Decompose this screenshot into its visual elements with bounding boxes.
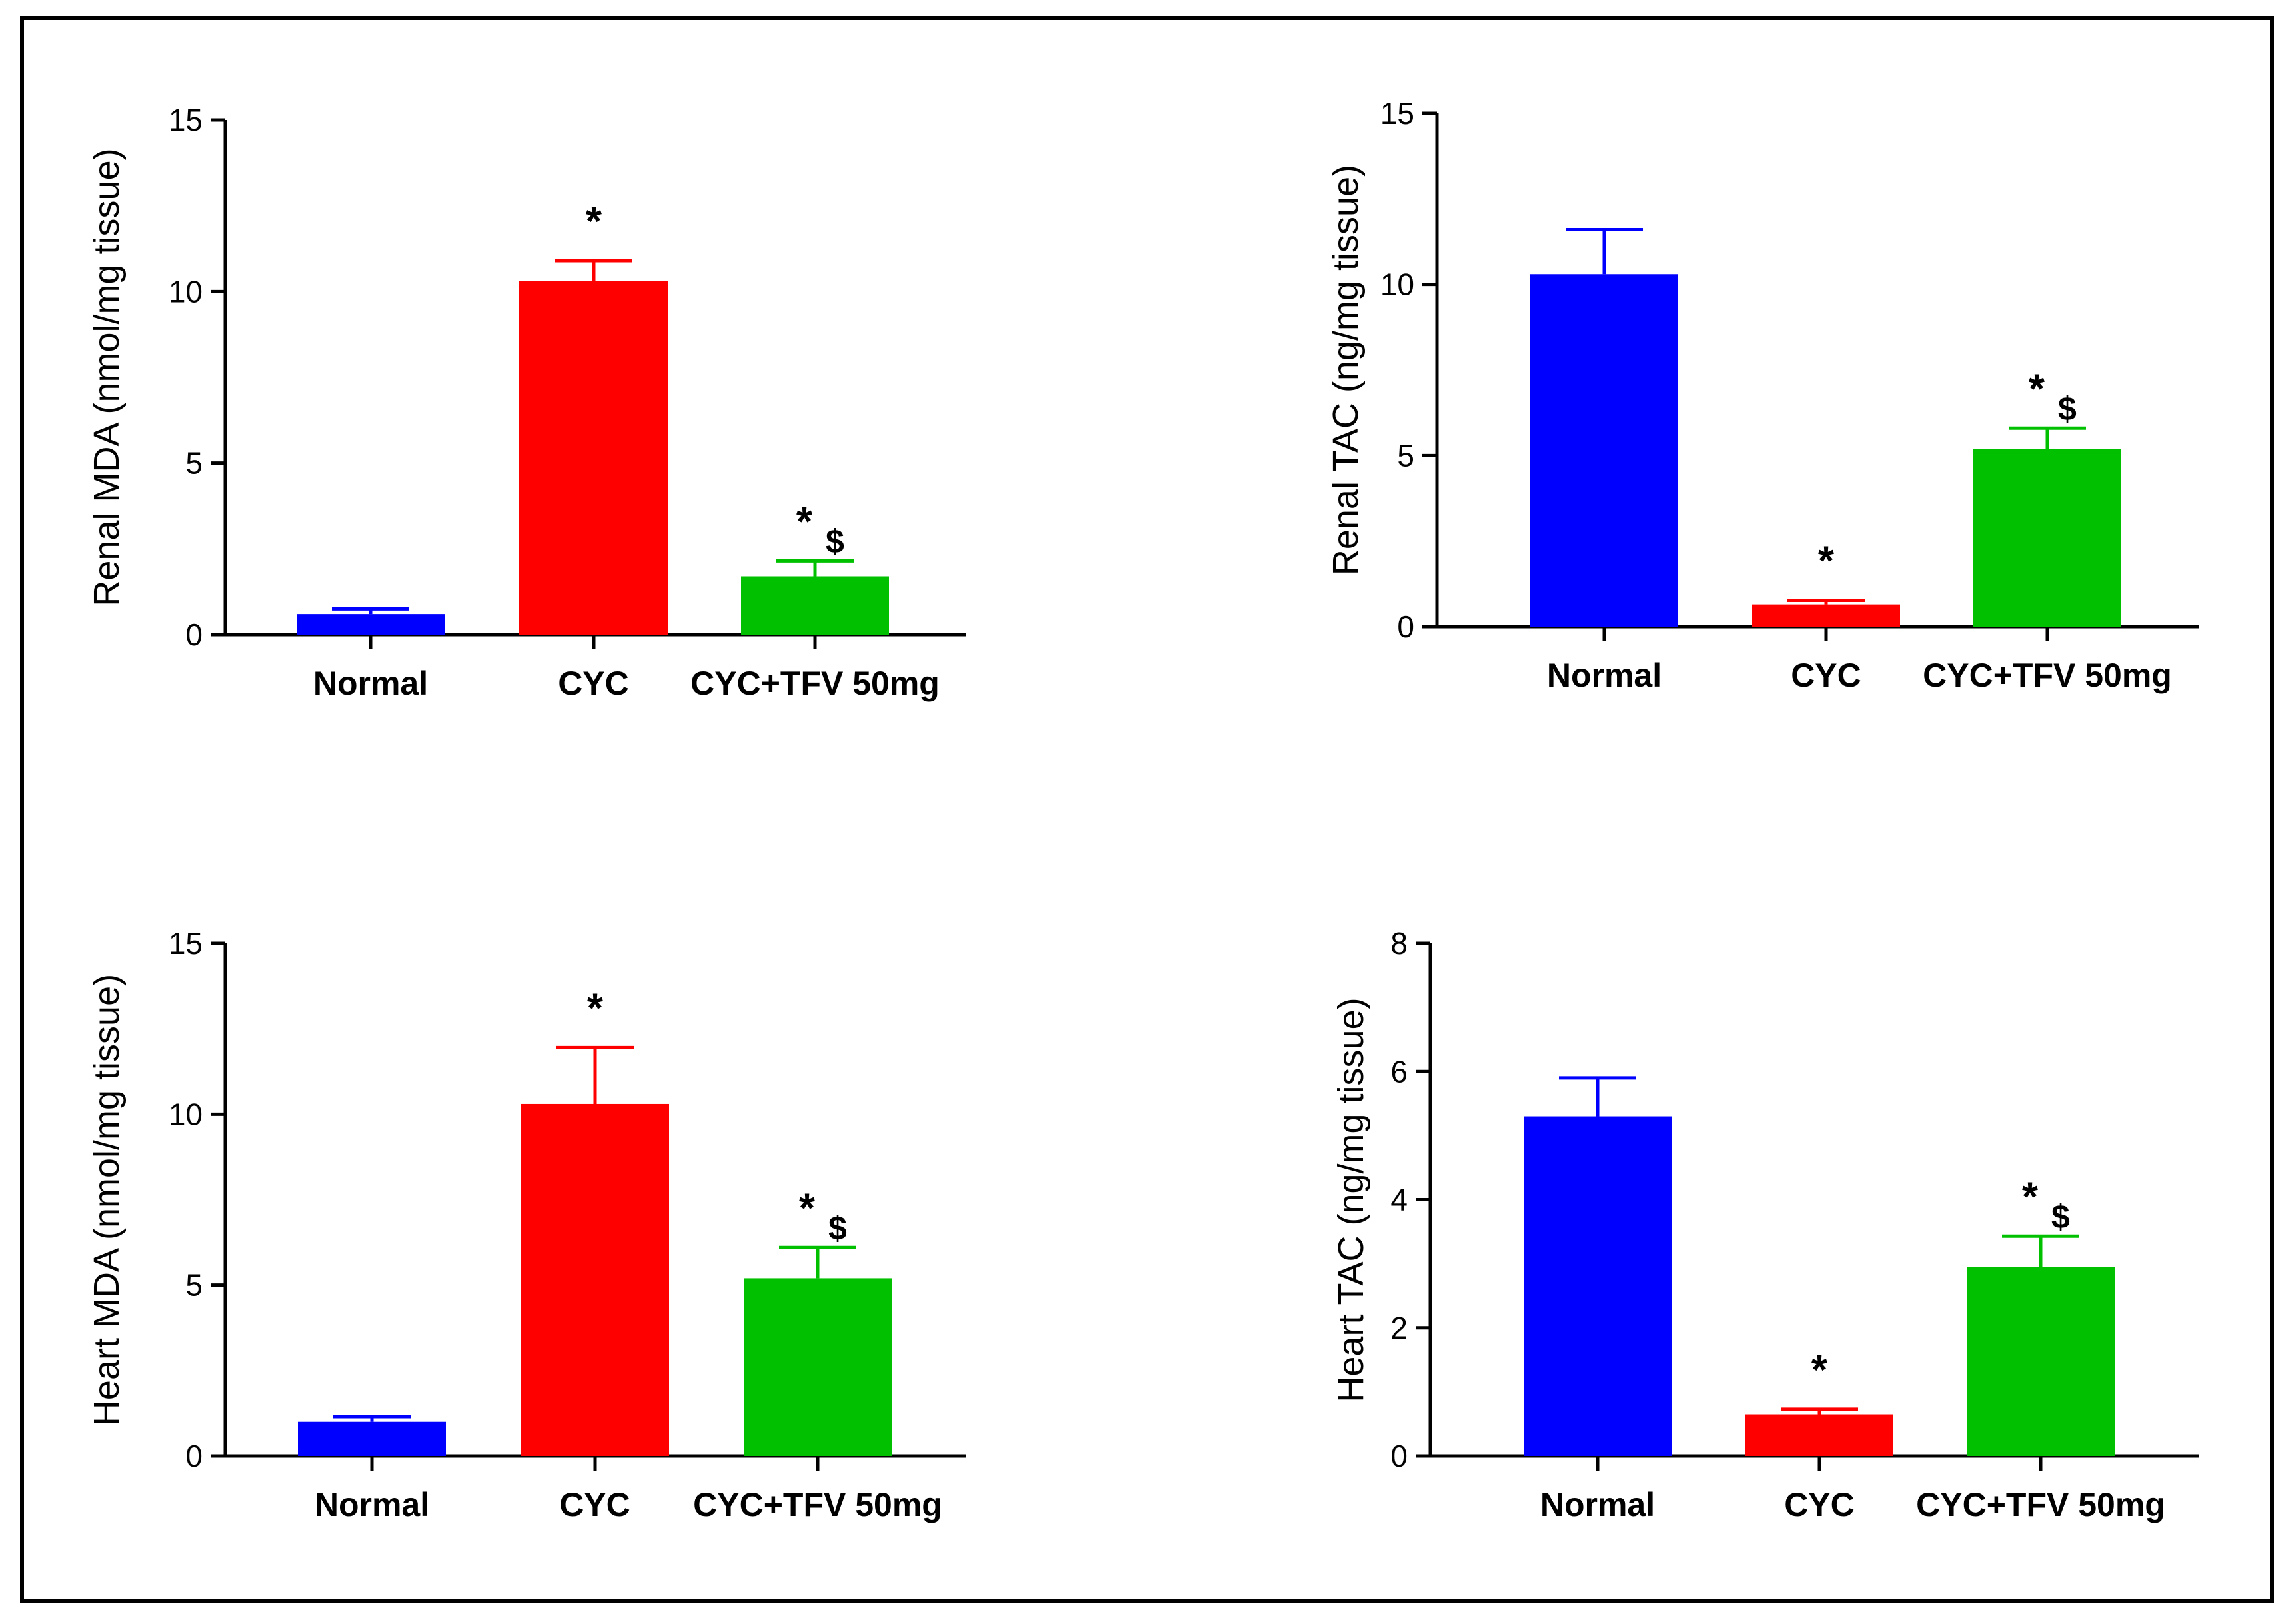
significance-star: * bbox=[796, 499, 813, 545]
bar-cyc bbox=[519, 281, 668, 635]
bar-normal bbox=[1530, 274, 1678, 627]
x-tick-label: CYC bbox=[559, 1486, 630, 1523]
y-tick-label: 0 bbox=[185, 1439, 203, 1473]
y-tick-label: 0 bbox=[1390, 1439, 1408, 1473]
y-tick-label: 10 bbox=[169, 1097, 203, 1131]
y-tick-label: 8 bbox=[1390, 926, 1408, 961]
chart-bottom-left: 0 5 10 15 Heart MDA (nmol/mg tissue) Normal CY… bbox=[87, 926, 966, 1523]
x-tick-label: CYC+TFV 50mg bbox=[690, 665, 940, 702]
y-tick-label: 15 bbox=[169, 926, 203, 961]
y-tick-label: 10 bbox=[1380, 267, 1414, 302]
significance-dollar: $ bbox=[826, 523, 844, 560]
significance-star: * bbox=[587, 985, 604, 1031]
chart-bottom-right: 0 2 4 6 8 Heart TAC (ng/mg tissue) Normal CYC * C… bbox=[1331, 926, 2199, 1523]
y-axis-title: Heart MDA (nmol/mg tissue) bbox=[87, 974, 127, 1426]
significance-star: * bbox=[1811, 1347, 1828, 1393]
y-axis-title: Renal MDA (nmol/mg tissue) bbox=[87, 148, 127, 606]
x-tick-label: Normal bbox=[1547, 657, 1662, 694]
y-tick-label: 15 bbox=[1380, 96, 1414, 131]
significance-star: * bbox=[1818, 538, 1835, 584]
y-tick-label: 5 bbox=[185, 446, 203, 481]
x-tick-label: CYC+TFV 50mg bbox=[693, 1486, 942, 1523]
y-tick-label: 0 bbox=[185, 617, 203, 652]
bar-cyc-tfv-50mg bbox=[1973, 449, 2121, 627]
significance-dollar: $ bbox=[828, 1209, 847, 1247]
significance-dollar: $ bbox=[2058, 390, 2077, 427]
x-tick-label: CYC bbox=[558, 665, 629, 702]
bar-normal bbox=[298, 1421, 446, 1456]
bar-normal bbox=[1524, 1116, 1672, 1456]
y-tick-label: 0 bbox=[1397, 609, 1414, 644]
x-tick-label: Normal bbox=[313, 665, 428, 702]
y-axis-title: Heart TAC (ng/mg tissue) bbox=[1331, 997, 1371, 1402]
y-tick-label: 6 bbox=[1390, 1054, 1408, 1089]
y-tick-label: 5 bbox=[1397, 438, 1414, 473]
bar-cyc-tfv-50mg bbox=[744, 1278, 892, 1456]
x-tick-label: Normal bbox=[1540, 1486, 1655, 1523]
x-tick-label: Normal bbox=[315, 1486, 429, 1523]
y-tick-label: 10 bbox=[169, 274, 203, 309]
y-tick-label: 15 bbox=[169, 103, 203, 137]
x-tick-label: CYC+TFV 50mg bbox=[1923, 657, 2172, 694]
significance-star: * bbox=[2029, 366, 2045, 412]
chart-top-left: 0 5 10 15 Renal MDA (nmol/mg tissue) Normal CY… bbox=[87, 103, 966, 702]
y-tick-label: 2 bbox=[1390, 1311, 1408, 1345]
y-tick-label: 4 bbox=[1390, 1183, 1408, 1217]
y-axis-title: Renal TAC (ng/mg tissue) bbox=[1326, 165, 1366, 575]
x-tick-label: CYC bbox=[1784, 1486, 1855, 1523]
figure-frame bbox=[20, 16, 2274, 1603]
bar-cyc bbox=[1752, 604, 1900, 627]
bar-cyc-tfv-50mg bbox=[1967, 1267, 2115, 1456]
x-tick-label: CYC bbox=[1791, 657, 1861, 694]
significance-star: * bbox=[586, 199, 602, 245]
chart-top-right: 0 5 10 15 Renal TAC (ng/mg tissue) Normal CYC *… bbox=[1326, 96, 2199, 694]
significance-dollar: $ bbox=[2051, 1198, 2070, 1235]
significance-star: * bbox=[799, 1185, 816, 1231]
bar-cyc bbox=[1745, 1414, 1893, 1456]
y-tick-label: 5 bbox=[185, 1268, 203, 1303]
significance-star: * bbox=[2022, 1174, 2039, 1220]
bar-cyc-tfv-50mg bbox=[741, 576, 889, 635]
x-tick-label: CYC+TFV 50mg bbox=[1916, 1486, 2165, 1523]
bar-cyc bbox=[521, 1103, 669, 1456]
bar-normal bbox=[297, 614, 445, 635]
